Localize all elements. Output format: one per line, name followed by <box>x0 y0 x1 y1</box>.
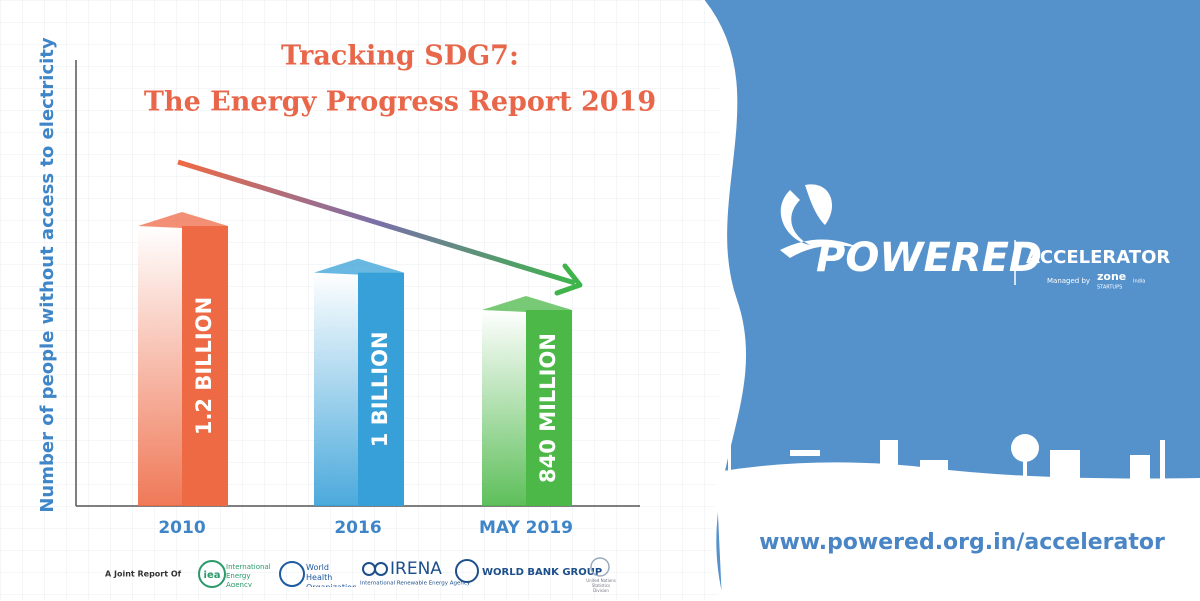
bar-front <box>314 272 358 506</box>
bar-side <box>182 226 228 506</box>
un-logo <box>590 557 610 577</box>
bar-front <box>138 226 182 506</box>
trend-arrow <box>177 159 576 286</box>
bar-top <box>138 212 228 228</box>
irena-name: International Renewable Energy Agency <box>360 581 471 587</box>
who-name-box: World Health Organization <box>306 563 356 587</box>
bar-front <box>482 310 526 506</box>
iea-name: International Energy Agency <box>226 563 271 587</box>
y-axis-label: Number of people without access to elect… <box>37 37 58 513</box>
brand-program: ACCELERATOR <box>1026 247 1170 268</box>
irena-logo <box>374 562 388 576</box>
landscape <box>716 462 1200 601</box>
zone: zone <box>1097 270 1126 283</box>
partners-intro: A Joint Report Of <box>105 570 182 579</box>
title-line: The Energy Progress Report 2019 <box>144 87 656 118</box>
iea-logo <box>198 560 226 588</box>
brand-name: POWERED <box>816 235 1042 281</box>
bar-top <box>482 296 572 312</box>
url[interactable]: www.powered.org.in/accelerator <box>759 530 1165 555</box>
value-label: 1 BILLION <box>368 331 392 447</box>
value-label: 840 MILLION <box>536 333 560 483</box>
x-tick-label: 2010 <box>158 518 205 538</box>
un-name: United Nations Statistics Division <box>586 578 616 593</box>
who-name: World Health Organization <box>306 563 356 587</box>
silhouettes <box>728 434 1165 485</box>
iea-mark: iea <box>204 570 221 581</box>
value-label: 1.2 BILLION <box>192 297 216 435</box>
x-tick-label: MAY 2019 <box>479 518 573 538</box>
title-line: Tracking SDG7: <box>281 41 519 72</box>
brand-logo <box>780 184 860 258</box>
x-tick-label: 2016 <box>334 518 381 538</box>
bar-top <box>314 258 404 275</box>
iea-name-box: International Energy Agency <box>226 563 271 587</box>
world-bank: WORLD BANK GROUP <box>482 567 602 578</box>
bar-side <box>358 272 404 506</box>
trend-arrowhead <box>554 263 583 296</box>
who-logo <box>279 561 305 587</box>
world-bank-logo <box>455 559 479 583</box>
un-name-box: United Nations Statistics Division <box>586 578 616 593</box>
startups: STARTUPS <box>1097 285 1122 291</box>
bars: 1.2 BILLION 2010 1 BILLION 2016 840 MILLION M… <box>138 212 573 538</box>
irena: IRENA <box>390 559 442 579</box>
country: India <box>1133 279 1145 285</box>
managed-by: Managed by <box>1047 277 1090 285</box>
bar-side <box>526 310 572 506</box>
